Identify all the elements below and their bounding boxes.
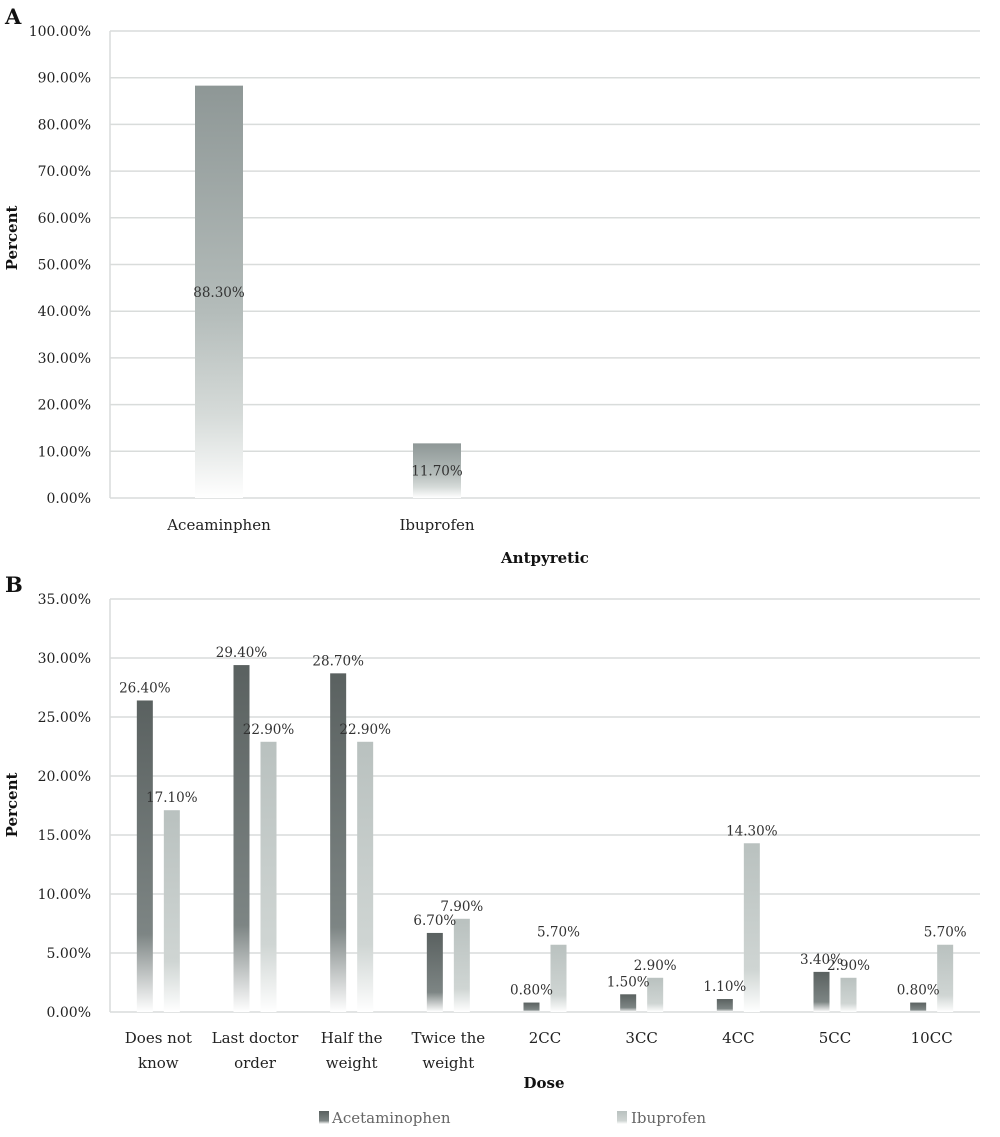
data-label-ibuprofen: 22.90%	[339, 722, 391, 738]
category-label: Aceaminphen	[166, 516, 271, 534]
y-tick-label: 20.00%	[38, 398, 91, 414]
legend: Acetaminophen Ibuprofen	[319, 1109, 706, 1127]
category-label: 10CC	[911, 1029, 953, 1047]
y-tick-label: 90.00%	[38, 71, 91, 87]
y-tick-label: 10.00%	[38, 887, 91, 903]
data-label-acetaminophen: 28.70%	[312, 653, 364, 669]
category-label: Last doctor	[212, 1029, 299, 1047]
category-label: Does not	[125, 1029, 192, 1047]
category-label: weight	[326, 1054, 378, 1072]
data-label-ibuprofen: 2.90%	[827, 958, 870, 974]
y-tick-label: 15.00%	[38, 828, 91, 844]
category-label: 3CC	[625, 1029, 658, 1047]
data-label-acetaminophen: 29.40%	[216, 645, 268, 661]
bar-acetaminophen	[620, 994, 637, 1012]
bar-ibuprofen	[840, 977, 857, 1012]
bar-ibuprofen	[163, 810, 180, 1012]
category-label: Ibuprofen	[399, 516, 474, 534]
y-tick-label: 10.00%	[38, 444, 91, 460]
x-axis-label-b: Dose	[523, 1074, 564, 1092]
bar-acetaminophen	[426, 932, 443, 1012]
grid-lines-a	[109, 30, 980, 499]
data-label-acetaminophen: 1.10%	[703, 979, 746, 995]
y-tick-label: 0.00%	[47, 1005, 91, 1021]
data-label-acetaminophen: 3.40%	[800, 952, 843, 968]
bars-a	[195, 85, 461, 498]
data-label-ibuprofen: 14.30%	[726, 823, 778, 839]
y-tick-labels-a: 0.00% 10.00% 20.00% 30.00% 40.00% 50.00% 60.00…	[29, 24, 91, 507]
bar-acetaminophen	[716, 999, 733, 1012]
bar-acetaminophen	[136, 700, 153, 1012]
bar-acetaminophen	[813, 971, 830, 1012]
bar-acetaminophen	[233, 665, 250, 1012]
data-label-acetaminophen: 26.40%	[119, 680, 171, 696]
bar-acetaminophen	[523, 1002, 540, 1012]
bar	[413, 443, 461, 498]
y-tick-label: 0.00%	[47, 491, 91, 507]
legend-label-acetaminophen: Acetaminophen	[331, 1109, 451, 1127]
bar-ibuprofen	[357, 741, 374, 1012]
x-axis-label-a: Antpyretic	[500, 549, 589, 567]
data-labels-b: 26.40% 17.10% 29.40% 22.90% 28.70% 22.90% 6.70…	[119, 645, 967, 998]
y-tick-label: 35.00%	[38, 592, 91, 608]
y-tick-label: 25.00%	[38, 710, 91, 726]
panel-label-a: A	[4, 4, 22, 29]
grid-lines-b	[109, 598, 980, 1013]
data-label-ibuprofen: 5.70%	[537, 925, 580, 941]
chart-panel-a: A 0.00% 10.00% 20.00% 30.00% 40.00% 50.00% 60.…	[3, 4, 980, 567]
category-label: Half the	[321, 1029, 383, 1047]
bar-ibuprofen	[453, 918, 470, 1012]
bar-ibuprofen	[743, 843, 760, 1012]
category-label: know	[138, 1054, 179, 1072]
data-label-acetaminophen: 0.80%	[897, 983, 940, 999]
y-tick-label: 50.00%	[38, 258, 91, 274]
data-label-acetaminophen: 0.80%	[510, 983, 553, 999]
category-label: order	[234, 1054, 277, 1072]
data-label-ibuprofen: 7.90%	[440, 899, 483, 915]
category-labels-b: Does not know Last doctor order Half the weig…	[125, 1029, 953, 1072]
y-tick-label: 60.00%	[38, 211, 91, 227]
data-label-acetaminophen: 1.50%	[607, 974, 650, 990]
legend-swatch-ibuprofen	[617, 1111, 627, 1124]
data-labels-a: 88.30% 11.70%	[193, 285, 463, 480]
legend-label-ibuprofen: Ibuprofen	[631, 1109, 706, 1127]
bars-b	[136, 665, 954, 1012]
bar-ibuprofen	[260, 741, 277, 1012]
category-label: 2CC	[529, 1029, 562, 1047]
bar-ibuprofen	[647, 977, 664, 1012]
bar	[195, 85, 243, 498]
legend-swatch-acetaminophen	[319, 1111, 329, 1124]
chart-panel-b: B 0.00% 5.00% 10.00% 15.00% 20.00% 25.00% 30.0…	[3, 572, 980, 1127]
y-axis-label-a: Percent	[3, 206, 21, 271]
y-tick-label: 20.00%	[38, 769, 91, 785]
y-axis-label-b: Percent	[3, 773, 21, 838]
data-label-ibuprofen: 2.90%	[634, 958, 677, 974]
panel-label-b: B	[5, 572, 23, 597]
y-tick-label: 30.00%	[38, 351, 91, 367]
y-tick-label: 80.00%	[38, 117, 91, 133]
data-label: 88.30%	[193, 285, 245, 301]
category-labels-a: Aceaminphen Ibuprofen	[166, 516, 475, 534]
bar-acetaminophen	[330, 673, 347, 1012]
y-tick-label: 5.00%	[47, 946, 91, 962]
y-tick-label: 40.00%	[38, 304, 91, 320]
category-label: Twice the	[411, 1029, 485, 1047]
y-tick-labels-b: 0.00% 5.00% 10.00% 15.00% 20.00% 25.00% 30.00%…	[38, 592, 91, 1021]
data-label-ibuprofen: 22.90%	[243, 722, 295, 738]
data-label-ibuprofen: 17.10%	[146, 790, 198, 806]
bar-acetaminophen	[910, 1002, 927, 1012]
category-label: 4CC	[722, 1029, 755, 1047]
bar-ibuprofen	[550, 944, 567, 1012]
y-tick-label: 100.00%	[29, 24, 91, 40]
data-label-acetaminophen: 6.70%	[413, 913, 456, 929]
data-label: 11.70%	[411, 464, 463, 480]
bar-ibuprofen	[937, 944, 954, 1012]
category-label: 5CC	[819, 1029, 852, 1047]
y-tick-label: 70.00%	[38, 164, 91, 180]
category-label: weight	[422, 1054, 474, 1072]
data-label-ibuprofen: 5.70%	[924, 925, 967, 941]
y-tick-label: 30.00%	[38, 651, 91, 667]
